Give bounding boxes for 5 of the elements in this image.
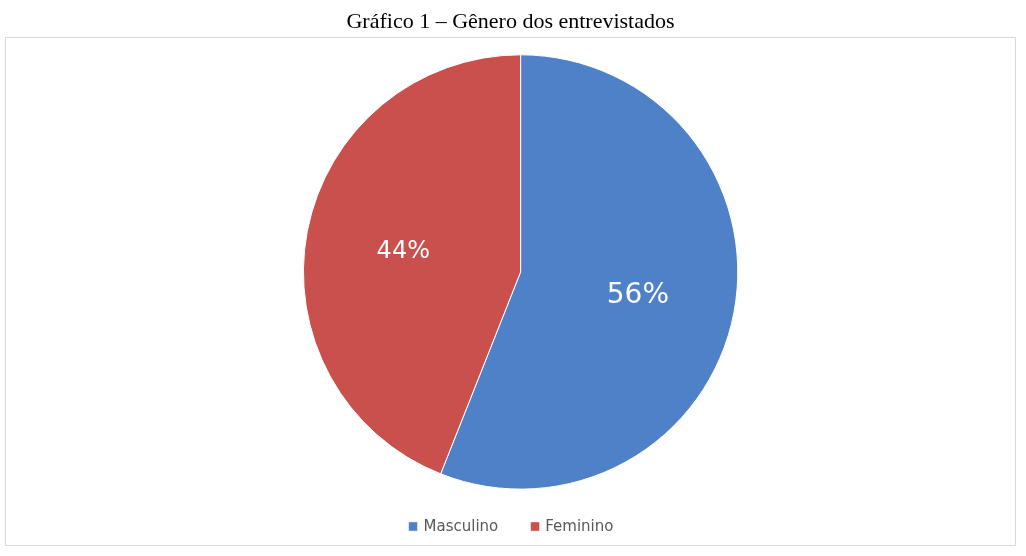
data-label: 56% — [606, 277, 670, 311]
legend-label: Masculino — [423, 517, 499, 535]
legend-label: Feminino — [545, 517, 614, 535]
data-label: 44% — [376, 236, 430, 265]
chart-title: Gráfico 1 – Gênero dos entrevistados — [346, 7, 675, 33]
